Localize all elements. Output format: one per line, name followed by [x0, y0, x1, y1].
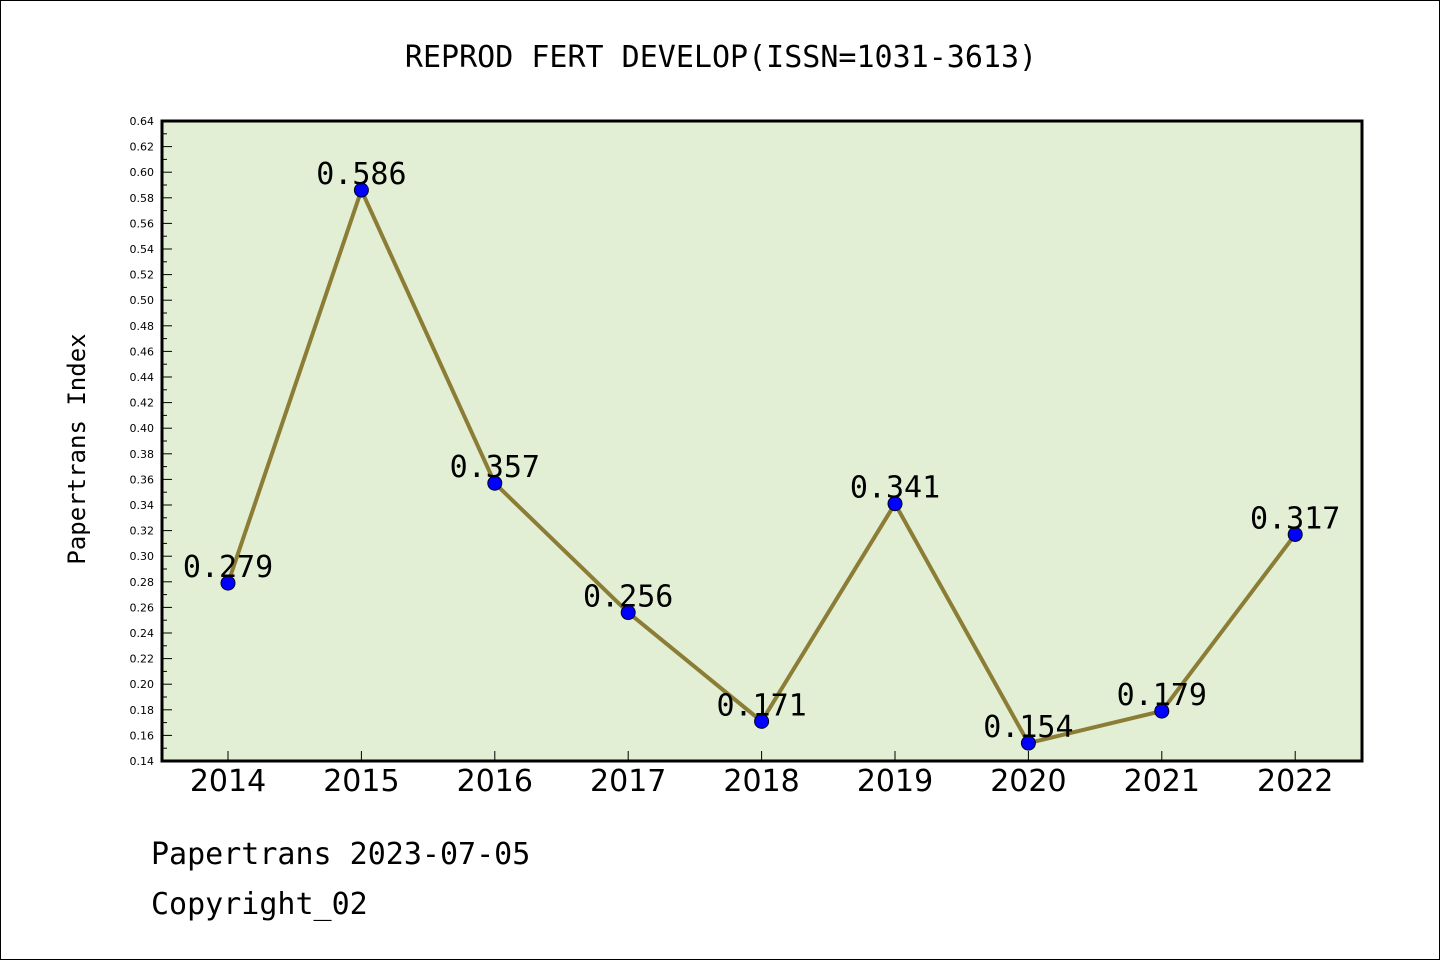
y-tick-label: 0.18 — [130, 704, 155, 717]
x-axis: 2014 2015 2016 2017 2018 2019 2020 2021 2022 — [190, 751, 1333, 799]
footer-date-text: Papertrans 2023-07-05 — [151, 837, 531, 872]
x-tick-label: 2016 — [457, 764, 533, 799]
y-tick-label: 0.50 — [130, 294, 155, 307]
y-tick-label: 0.20 — [130, 678, 155, 691]
y-tick-label: 0.30 — [130, 550, 155, 563]
y-tick-label: 0.60 — [130, 166, 155, 179]
data-point-marker — [487, 475, 503, 491]
data-label: 0.179 — [1117, 678, 1207, 713]
chart-title: REPROD FERT DEVELOP(ISSN=1031-3613) — [405, 40, 1037, 75]
series-layer: 0.279 0.586 0.357 0.256 0.171 0.341 0.154 0.179… — [183, 157, 1340, 751]
y-axis: 0.14 0.16 0.18 0.20 0.22 0.24 0.26 0.28 0.30 0.32… — [130, 115, 172, 768]
data-point-marker — [887, 496, 903, 512]
data-point-marker — [353, 182, 369, 198]
y-tick-label: 0.34 — [130, 499, 155, 512]
y-tick-label: 0.32 — [130, 525, 155, 538]
x-tick-label: 2014 — [190, 764, 266, 799]
y-tick-label: 0.62 — [130, 141, 155, 154]
y-tick-label: 0.56 — [130, 217, 155, 230]
data-label: 0.586 — [316, 157, 406, 192]
data-label: 0.154 — [983, 710, 1073, 745]
y-tick-label: 0.54 — [130, 243, 155, 256]
data-label: 0.256 — [583, 580, 673, 615]
y-tick-label: 0.36 — [130, 473, 155, 486]
data-point-marker — [754, 713, 770, 729]
x-tick-label: 2018 — [723, 764, 799, 799]
data-label: 0.171 — [716, 688, 806, 723]
x-tick-label: 2022 — [1257, 764, 1333, 799]
y-tick-label: 0.16 — [130, 729, 155, 742]
y-tick-label: 0.52 — [130, 269, 155, 282]
y-tick-label: 0.22 — [130, 653, 155, 666]
y-tick-label: 0.42 — [130, 397, 155, 410]
data-label: 0.357 — [450, 450, 540, 485]
data-point-marker — [1287, 526, 1303, 542]
data-label: 0.341 — [850, 471, 940, 506]
y-tick-label: 0.58 — [130, 192, 155, 205]
data-point-marker — [620, 605, 636, 621]
footer-copyright-text: Copyright_02 — [151, 887, 368, 922]
y-tick-label: 0.28 — [130, 576, 155, 589]
x-tick-label: 2020 — [990, 764, 1066, 799]
plot-area — [160, 119, 1364, 763]
y-tick-label: 0.38 — [130, 448, 155, 461]
data-label: 0.279 — [183, 550, 273, 585]
x-tick-label: 2015 — [323, 764, 399, 799]
data-label: 0.317 — [1250, 501, 1340, 536]
x-tick-label: 2017 — [590, 764, 666, 799]
data-point-marker — [1020, 735, 1036, 751]
y-tick-label: 0.26 — [130, 601, 155, 614]
y-tick-label: 0.40 — [130, 422, 155, 435]
y-axis-label: Papertrans Index — [63, 333, 91, 564]
y-tick-label: 0.48 — [130, 320, 155, 333]
y-tick-label: 0.44 — [130, 371, 155, 384]
y-tick-label: 0.14 — [130, 755, 155, 768]
x-tick-label: 2021 — [1124, 764, 1200, 799]
data-point-marker — [1154, 703, 1170, 719]
y-tick-label: 0.64 — [130, 115, 155, 128]
data-point-marker — [220, 575, 236, 591]
y-tick-label: 0.24 — [130, 627, 155, 640]
y-tick-label: 0.46 — [130, 345, 155, 358]
x-tick-label: 2019 — [857, 764, 933, 799]
